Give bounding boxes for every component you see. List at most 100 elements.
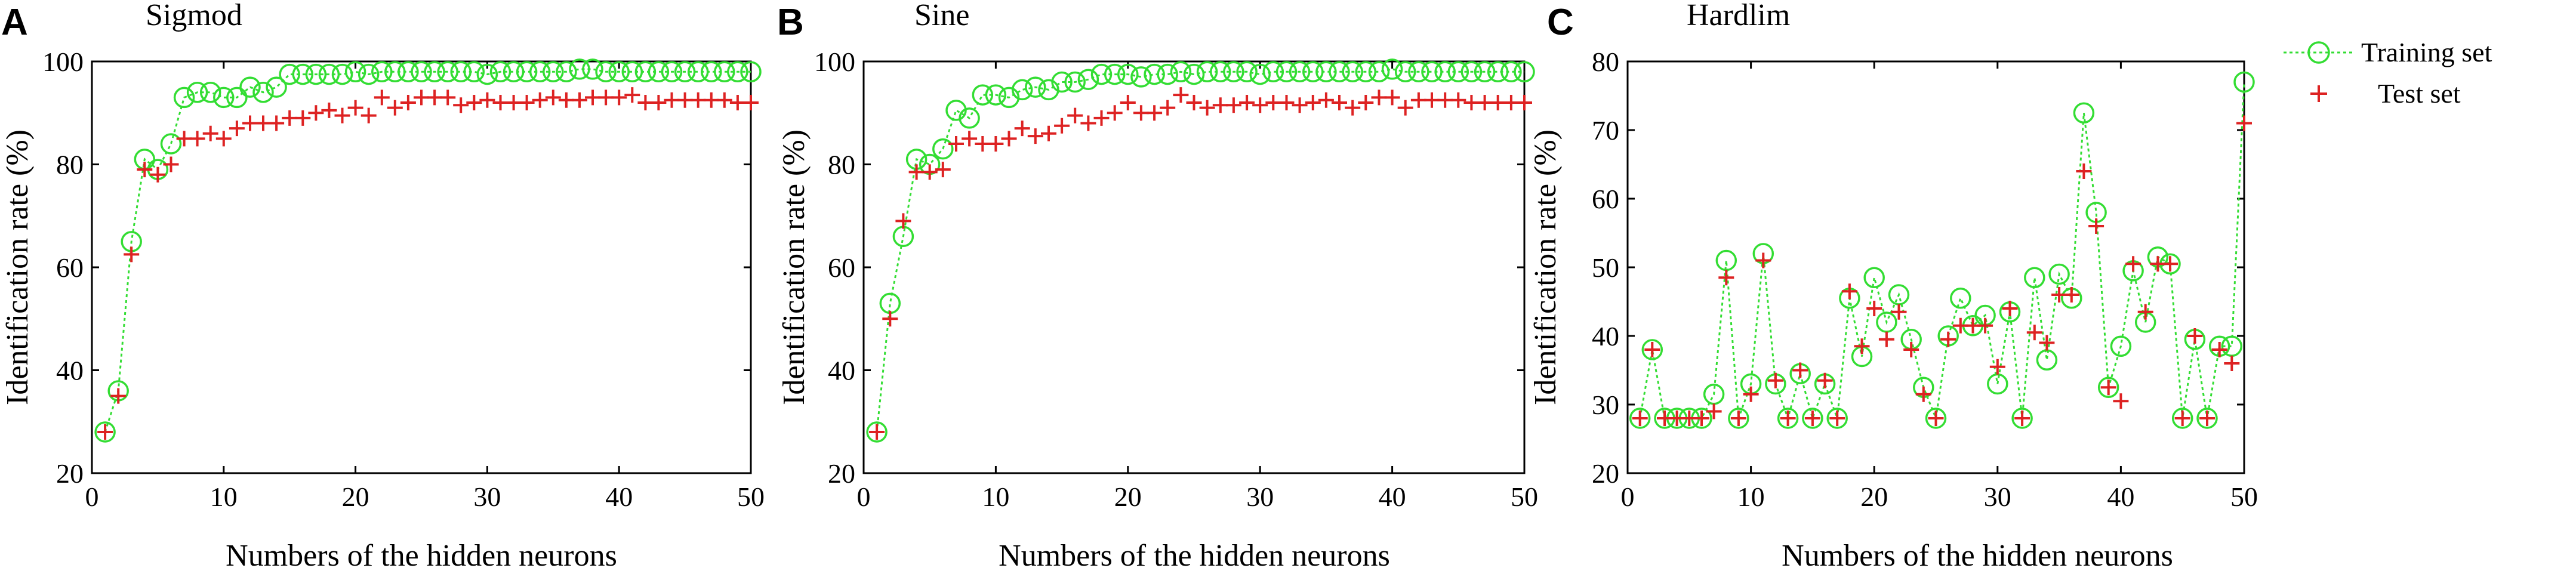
training-point — [634, 61, 657, 83]
test-point — [1345, 100, 1361, 116]
test-point — [922, 164, 938, 180]
training-point — [1144, 63, 1165, 85]
training-point — [371, 61, 393, 83]
training-point — [213, 87, 235, 109]
training-point — [2048, 263, 2070, 285]
test-point — [2076, 163, 2092, 179]
test-point — [137, 162, 153, 178]
training-point — [2196, 408, 2218, 429]
test-point — [664, 92, 680, 108]
training-point — [1408, 61, 1429, 83]
test-point — [948, 136, 964, 152]
panel-a-letter: A — [1, 2, 28, 43]
y-tick-label: 20 — [56, 458, 84, 489]
legend-training-label: Training set — [2361, 37, 2492, 67]
test-point — [2211, 342, 2227, 357]
test-point — [598, 89, 614, 106]
test-point — [611, 89, 627, 106]
test-point — [1780, 410, 1796, 426]
y-tick-label: 40 — [56, 356, 84, 386]
x-tick-label: 0 — [85, 482, 99, 512]
x-tick-label: 50 — [737, 482, 765, 512]
x-tick-label: 30 — [473, 482, 501, 512]
training-point — [2024, 267, 2045, 289]
training-point — [411, 61, 432, 83]
training-point — [543, 61, 564, 83]
test-point — [572, 92, 587, 108]
training-point — [292, 63, 314, 85]
training-series-line — [1639, 82, 2245, 422]
test-point — [2174, 410, 2190, 426]
test-point — [2125, 256, 2141, 272]
test-point — [1212, 97, 1228, 113]
x-tick-label: 20 — [1114, 482, 1142, 512]
training-point — [1368, 61, 1390, 83]
test-point — [2162, 256, 2178, 272]
test-point — [1767, 372, 1783, 388]
test-point — [703, 92, 719, 108]
x-tick-label: 10 — [210, 482, 238, 512]
test-point — [124, 246, 140, 263]
training-point — [1500, 61, 1522, 83]
training-point — [1051, 71, 1073, 93]
test-point — [1265, 95, 1281, 110]
test-point — [519, 95, 535, 110]
training-point — [1236, 61, 1258, 83]
test-point — [1503, 95, 1519, 110]
test-point — [585, 89, 600, 106]
test-point — [1977, 317, 1993, 334]
training-point — [1950, 288, 1971, 309]
training-point — [424, 61, 445, 83]
test-point — [1410, 92, 1426, 108]
training-point — [529, 61, 551, 83]
training-point — [621, 61, 643, 83]
test-point — [1915, 386, 1931, 402]
training-point — [1474, 61, 1496, 83]
training-point — [1826, 408, 1848, 429]
panel-b-letter: B — [777, 2, 804, 43]
y-tick-label: 100 — [814, 47, 855, 77]
panel-b-xlabel: Numbers of the hidden neurons — [999, 539, 1390, 571]
panel-a-plot: 0 10 20 30 40 50 20 40 60 80 100 — [42, 47, 765, 512]
test-point — [1694, 410, 1709, 426]
test-point — [1054, 118, 1070, 134]
test-point — [1632, 410, 1648, 426]
training-point — [1196, 61, 1218, 83]
test-point — [1292, 97, 1308, 113]
test-point — [400, 95, 416, 110]
training-point — [1011, 79, 1033, 101]
training-point — [173, 87, 195, 109]
panel-a-ylabel: Identification rate (%) — [1, 129, 35, 405]
training-point — [972, 84, 994, 106]
test-point — [202, 125, 218, 141]
training-point — [1925, 408, 1947, 429]
training-point — [1514, 61, 1535, 83]
test-point — [962, 131, 978, 147]
test-point — [2026, 325, 2042, 341]
training-point — [1117, 63, 1139, 85]
test-point — [1517, 95, 1532, 110]
test-point — [651, 95, 667, 110]
test-point — [988, 136, 1004, 152]
training-point — [661, 61, 683, 83]
test-point — [2014, 410, 2030, 426]
training-point — [740, 61, 762, 83]
test-point — [1644, 342, 1660, 357]
training-point — [674, 61, 696, 83]
x-tick-label: 0 — [857, 482, 871, 512]
training-point — [1342, 61, 1363, 83]
x-tick-label: 40 — [605, 482, 633, 512]
x-tick-label: 50 — [2230, 482, 2258, 512]
training-point — [569, 58, 590, 80]
training-point — [2110, 335, 2132, 357]
legend: Training set Test set — [2284, 37, 2492, 109]
training-point — [1329, 61, 1350, 83]
training-point — [2171, 408, 2193, 429]
test-point — [935, 162, 951, 178]
training-point — [1170, 61, 1192, 83]
test-point — [729, 95, 745, 110]
test-point — [637, 95, 654, 110]
test-point — [1928, 410, 1944, 426]
test-point — [2002, 301, 2018, 316]
training-point — [556, 61, 577, 83]
